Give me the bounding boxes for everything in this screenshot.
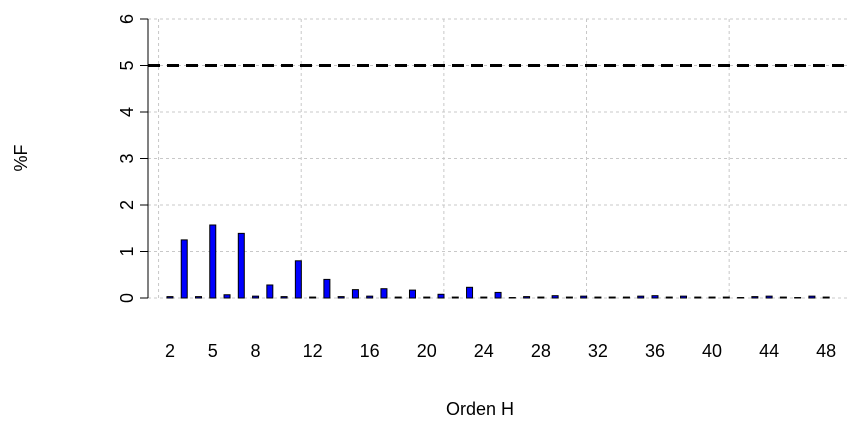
bar <box>751 296 759 299</box>
bar <box>694 296 702 299</box>
bar <box>494 291 502 299</box>
bar <box>765 295 773 299</box>
x-tick-label: 36 <box>645 341 665 361</box>
bar <box>237 232 245 299</box>
bar <box>280 296 288 299</box>
bar <box>223 294 231 299</box>
bar <box>594 296 602 299</box>
bar <box>608 296 616 299</box>
bar <box>266 284 274 299</box>
y-tick-label: 6 <box>117 14 137 24</box>
bar <box>622 296 630 299</box>
bar <box>366 295 374 299</box>
bar <box>451 296 459 299</box>
x-tick-label: 48 <box>816 341 836 361</box>
x-tick-label: 8 <box>251 341 261 361</box>
bar <box>166 296 174 299</box>
y-tick-label: 0 <box>117 293 137 303</box>
bar <box>680 295 688 299</box>
bar <box>408 289 416 299</box>
bar <box>323 278 331 299</box>
bar <box>565 296 573 299</box>
bar <box>722 296 730 299</box>
bar <box>423 296 431 299</box>
y-tick-label: 2 <box>117 200 137 210</box>
bar <box>194 296 202 299</box>
bar <box>437 293 445 299</box>
bar <box>523 296 531 299</box>
bar <box>708 296 716 299</box>
bar <box>651 295 659 299</box>
bar <box>209 224 217 299</box>
bar <box>580 295 588 299</box>
bar <box>351 289 359 299</box>
bar <box>665 296 673 299</box>
x-tick-label: 44 <box>759 341 779 361</box>
bar <box>294 260 302 299</box>
x-tick-label: 12 <box>303 341 323 361</box>
bar <box>822 296 830 299</box>
x-tick-label: 5 <box>208 341 218 361</box>
x-axis-label: Orden H <box>446 399 514 419</box>
x-tick-label: 40 <box>702 341 722 361</box>
x-tick-label: 20 <box>417 341 437 361</box>
bar <box>180 239 188 299</box>
bar <box>466 286 474 299</box>
bar <box>637 295 645 299</box>
bar <box>551 295 559 299</box>
bar <box>309 296 317 299</box>
bar <box>808 295 816 299</box>
y-axis-label: %F <box>11 144 31 171</box>
x-tick-label: 2 <box>165 341 175 361</box>
x-tick-label: 16 <box>360 341 380 361</box>
y-tick-label: 1 <box>117 246 137 256</box>
bar <box>779 296 787 299</box>
y-tick-label: 4 <box>117 107 137 117</box>
x-tick-label: 28 <box>531 341 551 361</box>
bar <box>337 296 345 299</box>
bar <box>480 296 488 299</box>
y-tick-label: 3 <box>117 153 137 163</box>
x-tick-label: 24 <box>474 341 494 361</box>
x-tick-label: 32 <box>588 341 608 361</box>
y-tick-label: 5 <box>117 60 137 70</box>
bar <box>380 288 388 299</box>
bar <box>537 296 545 299</box>
bar <box>394 296 402 299</box>
bar <box>252 295 260 299</box>
